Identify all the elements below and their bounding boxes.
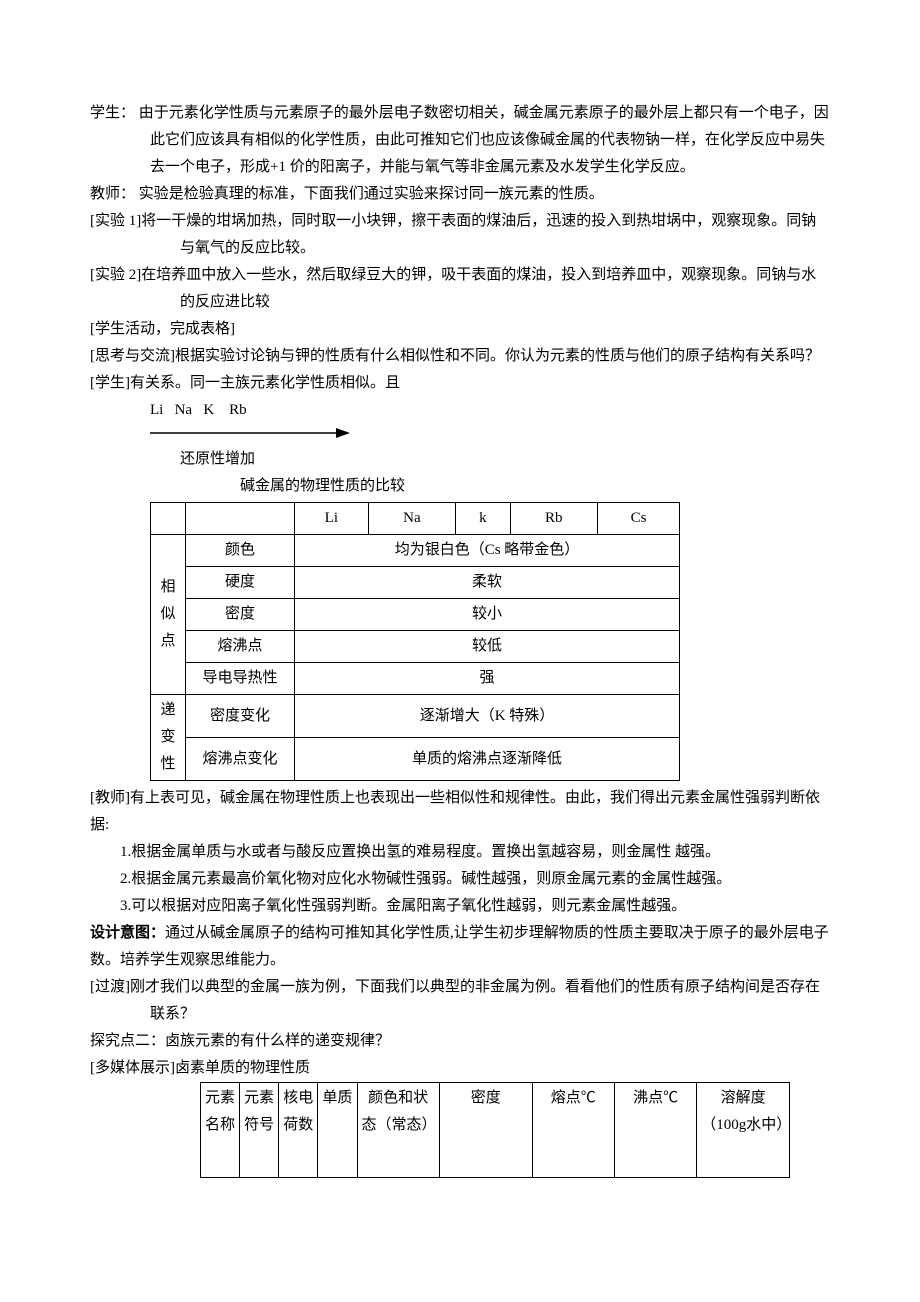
element-sequence: Li Na K Rb (90, 397, 830, 424)
table-cell: 密度 (439, 1083, 532, 1178)
table-cell: 较小 (295, 599, 680, 631)
table-row: 相似点 颜色 均为银白色（Cs 略带金色） (151, 535, 680, 567)
table-header-row: Li Na k Rb Cs (151, 503, 680, 535)
table-cell: 熔沸点 (186, 631, 295, 663)
table-cell (151, 503, 186, 535)
table-cell: 均为银白色（Cs 略带金色） (295, 535, 680, 567)
table-cell: 逐渐增大（K 特殊） (295, 695, 680, 738)
table-cell: 核电荷数 (279, 1083, 318, 1178)
table-row: 硬度 柔软 (151, 567, 680, 599)
inquiry-point-2: 探究点二：卤族元素的有什么样的递变规律？ (90, 1028, 830, 1055)
table-row: 递变性 密度变化 逐渐增大（K 特殊） (151, 695, 680, 738)
criterion-3: 3.可以根据对应阳离子氧化性强弱判断。金属阳离子氧化性越弱，则元素金属性越强。 (90, 893, 830, 920)
table-cell: Rb (510, 503, 597, 535)
table-cell: 较低 (295, 631, 680, 663)
table-cell: k (456, 503, 510, 535)
table-cell: 熔点℃ (532, 1083, 614, 1178)
section-label: 递变性 (151, 695, 186, 781)
table-cell: 硬度 (186, 567, 295, 599)
criterion-2: 2.根据金属元素最高价氧化物对应化水物碱性强弱。碱性越强，则原金属元素的金属性越… (90, 866, 830, 893)
teacher-line: 教师： 实验是检验真理的标准，下面我们通过实验来探讨同一族元素的性质。 (90, 181, 830, 208)
table-cell: 导电导热性 (186, 663, 295, 695)
table-cell: 元素名称 (201, 1083, 240, 1178)
criterion-1: 1.根据金属单质与水或者与酸反应置换出氢的难易程度。置换出氢越容易，则金属性 越… (90, 839, 830, 866)
design-intent-text: 通过从碱金属原子的结构可推知其化学性质,让学生初步理解物质的性质主要取决于原子的… (90, 925, 829, 968)
reducibility-label: 还原性增加 (90, 446, 830, 473)
table-row: 熔沸点变化 单质的熔沸点逐渐降低 (151, 738, 680, 781)
table-cell: 密度 (186, 599, 295, 631)
table-cell: 柔软 (295, 567, 680, 599)
table-cell: 密度变化 (186, 695, 295, 738)
teacher-summary: [教师]有上表可见，碱金属在物理性质上也表现出一些相似性和规律性。由此，我们得出… (90, 785, 830, 839)
table1-caption: 碱金属的物理性质的比较 (90, 473, 830, 500)
table-cell: Li (295, 503, 369, 535)
table-cell: Cs (597, 503, 679, 535)
design-intent: 设计意图：通过从碱金属原子的结构可推知其化学性质,让学生初步理解物质的性质主要取… (90, 920, 830, 974)
table-cell: 熔沸点变化 (186, 738, 295, 781)
table-row: 密度 较小 (151, 599, 680, 631)
table-row: 熔沸点 较低 (151, 631, 680, 663)
table-row: 导电导热性 强 (151, 663, 680, 695)
table-cell: 单质的熔沸点逐渐降低 (295, 738, 680, 781)
table-cell: 沸点℃ (614, 1083, 696, 1178)
table-cell: 溶解度（100g水中） (697, 1083, 790, 1178)
experiment-2: [实验 2]在培养皿中放入一些水，然后取绿豆大的钾，吸干表面的煤油，投入到培养皿… (90, 262, 830, 316)
think-discuss: [思考与交流]根据实验讨论钠与钾的性质有什么相似性和不同。你认为元素的性质与他们… (90, 343, 830, 370)
transition: [过渡]刚才我们以典型的金属一族为例，下面我们以典型的非金属为例。看看他们的性质… (90, 974, 830, 1028)
table-cell: 单质 (318, 1083, 357, 1178)
alkali-properties-table: Li Na k Rb Cs 相似点 颜色 均为银白色（Cs 略带金色） 硬度 柔… (150, 502, 680, 781)
halogen-properties-table: 元素名称 元素符号 核电荷数 单质 颜色和状 态（常态） 密度 熔点℃ 沸点℃ … (200, 1082, 790, 1178)
table-cell (186, 503, 295, 535)
student-activity: [学生活动，完成表格] (90, 316, 830, 343)
section-label: 相似点 (151, 535, 186, 695)
table-cell: 颜色 (186, 535, 295, 567)
table-cell: 颜色和状 态（常态） (357, 1083, 439, 1178)
table-cell: 强 (295, 663, 680, 695)
table-cell: 元素符号 (240, 1083, 279, 1178)
table-header-row: 元素名称 元素符号 核电荷数 单质 颜色和状 态（常态） 密度 熔点℃ 沸点℃ … (201, 1083, 790, 1178)
arrow-icon (90, 426, 830, 440)
multimedia-label: [多媒体展示]卤素单质的物理性质 (90, 1055, 830, 1082)
design-intent-label: 设计意图： (90, 925, 165, 941)
experiment-1: [实验 1]将一干燥的坩埚加热，同时取一小块钾，擦干表面的煤油后，迅速的投入到热… (90, 208, 830, 262)
student-conclusion: [学生]有关系。同一主族元素化学性质相似。且 (90, 370, 830, 397)
student-answer: 学生： 由于元素化学性质与元素原子的最外层电子数密切相关，碱金属元素原子的最外层… (90, 100, 830, 181)
table-cell: Na (368, 503, 455, 535)
